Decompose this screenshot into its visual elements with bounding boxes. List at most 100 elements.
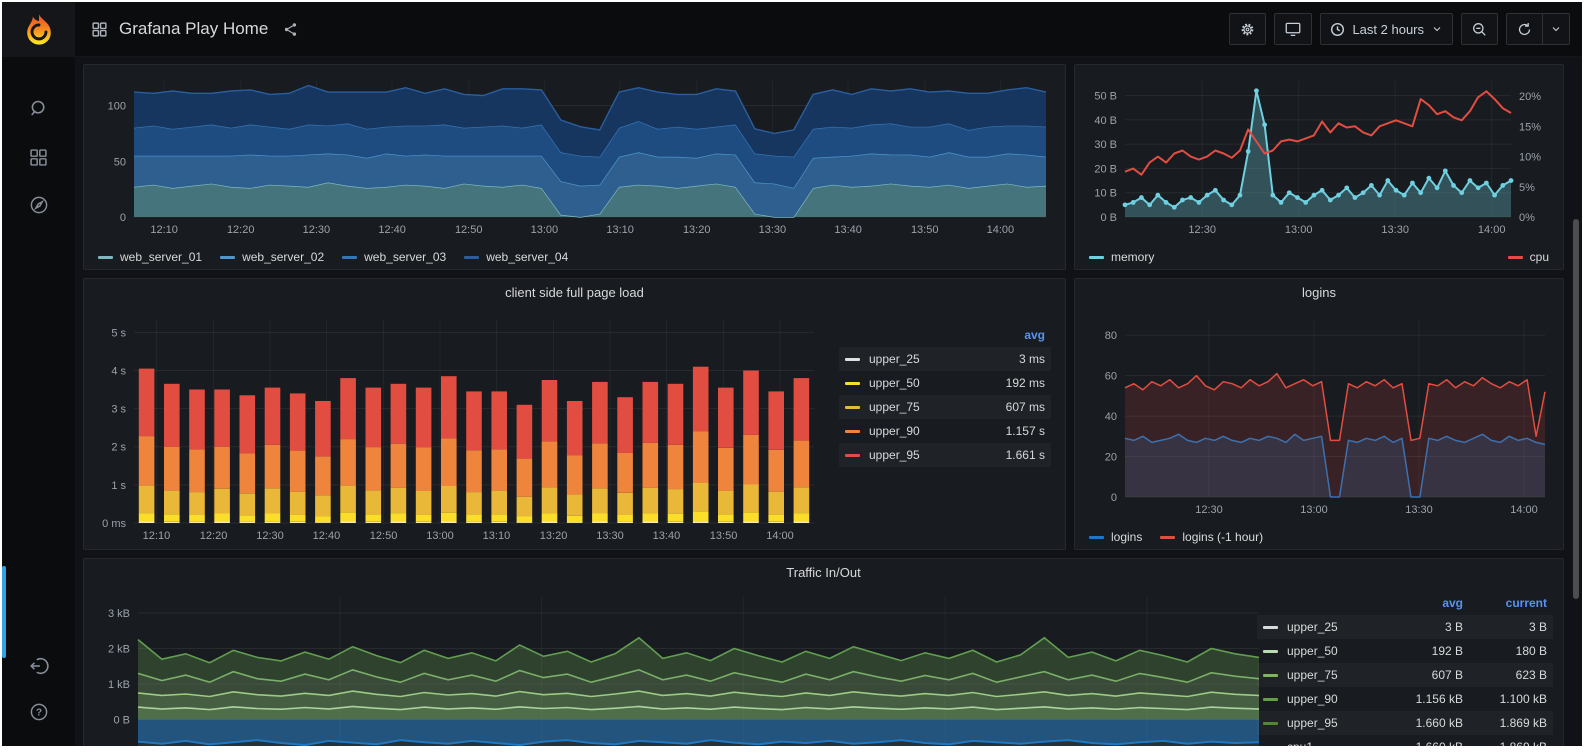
legend-color-mark xyxy=(342,255,358,259)
svg-text:13:30: 13:30 xyxy=(1405,504,1433,516)
series-label[interactable]: upper_90 xyxy=(1287,692,1338,706)
series-value: 192 B xyxy=(1431,644,1463,658)
svg-text:0: 0 xyxy=(1111,492,1117,504)
page-load-legend-table: avg upper_25 3 ms upper_50 192 ms upper_75 607… xyxy=(839,323,1051,467)
clock-icon xyxy=(1331,22,1345,36)
dashboard-title[interactable]: Grafana Play Home xyxy=(119,19,269,38)
legend-item[interactable]: web_server_02 xyxy=(220,250,324,264)
svg-text:13:00: 13:00 xyxy=(1300,504,1328,516)
svg-text:10%: 10% xyxy=(1519,152,1541,164)
panel-logins: logins 12:30 13:00 13:30 14:00 0 20 40 60 80 log… xyxy=(1074,278,1564,550)
vertical-scrollbar[interactable] xyxy=(1573,219,1579,599)
legend-item[interactable]: web_server_03 xyxy=(342,250,446,264)
logins-chart[interactable]: 12:30 13:00 13:30 14:00 0 20 40 60 80 xyxy=(1079,309,1559,519)
refresh-interval-dropdown[interactable] xyxy=(1542,13,1570,45)
panel-title[interactable]: Traffic In/Out xyxy=(786,565,861,580)
svg-text:50: 50 xyxy=(114,156,126,168)
explore-compass-icon[interactable] xyxy=(27,193,51,217)
traffic-legend-table: avg current upper_25 3 B 3 B upper_50 192 B 180… xyxy=(1257,591,1553,746)
legend-item[interactable]: web_server_04 xyxy=(464,250,568,264)
legend-table-row: upper_75 607 B 623 B xyxy=(1257,663,1553,687)
svg-text:14:00: 14:00 xyxy=(766,530,794,542)
memory-cpu-chart[interactable]: 12:30 13:00 13:30 14:00 0 B 10 B 20 B 30 B 40 B 5… xyxy=(1079,71,1559,239)
panel-title[interactable]: client side full page load xyxy=(505,285,644,300)
svg-text:12:10: 12:10 xyxy=(150,224,178,236)
svg-text:12:30: 12:30 xyxy=(303,224,331,236)
refresh-button[interactable] xyxy=(1506,13,1542,45)
legend-color-mark xyxy=(220,255,236,259)
zoom-out-button[interactable] xyxy=(1461,13,1498,45)
legend-color-mark xyxy=(845,405,860,409)
series-label[interactable]: upper_25 xyxy=(1287,620,1338,634)
svg-text:20: 20 xyxy=(1105,452,1117,464)
legend-item[interactable]: cpu xyxy=(1507,250,1549,264)
legend-table-header: avg current xyxy=(1257,591,1553,615)
legend-table-row: upper_50 192 B 180 B xyxy=(1257,639,1553,663)
series-label[interactable]: cpu1 xyxy=(1287,740,1379,746)
legend-sort-current[interactable]: current xyxy=(1505,596,1547,610)
series-value: 1.869 kB xyxy=(1499,716,1547,730)
page-load-chart[interactable]: 12:10 12:20 12:30 12:40 12:50 13:00 13:10 13:20… xyxy=(88,309,828,545)
panel-title[interactable]: logins xyxy=(1302,285,1336,300)
legend-sort-avg[interactable]: avg xyxy=(1442,596,1463,610)
svg-text:13:30: 13:30 xyxy=(596,530,624,542)
series-label[interactable]: upper_25 xyxy=(869,352,920,366)
svg-text:12:50: 12:50 xyxy=(370,530,398,542)
svg-text:13:00: 13:00 xyxy=(1285,224,1313,236)
traffic-chart[interactable]: 3 kB2 kB1 kB0 B-1 kB-2 kB xyxy=(88,587,1273,746)
series-label[interactable]: upper_50 xyxy=(1287,644,1338,658)
legend-item[interactable]: logins (-1 hour) xyxy=(1160,530,1263,544)
svg-text:?: ? xyxy=(35,708,41,719)
svg-text:0 B: 0 B xyxy=(1100,212,1117,224)
legend-table-row: cpu11.660 kB1.869 kB xyxy=(1257,735,1553,746)
series-label[interactable]: upper_95 xyxy=(869,448,920,462)
time-range-picker[interactable]: Last 2 hours xyxy=(1320,13,1453,45)
tv-mode-button[interactable] xyxy=(1274,13,1313,45)
svg-text:3 s: 3 s xyxy=(111,404,126,416)
svg-text:12:30: 12:30 xyxy=(1195,504,1223,516)
series-label[interactable]: upper_75 xyxy=(1287,668,1338,682)
time-range-label: Last 2 hours xyxy=(1352,21,1424,37)
share-icon[interactable] xyxy=(278,17,302,41)
svg-text:13:50: 13:50 xyxy=(911,224,939,236)
svg-text:14:00: 14:00 xyxy=(1510,504,1538,516)
series-label[interactable]: upper_75 xyxy=(869,400,920,414)
dashboard-grid-icon[interactable] xyxy=(87,17,111,41)
series-value: 1.157 s xyxy=(1005,424,1045,438)
dashboard-settings-button[interactable] xyxy=(1229,13,1267,45)
sign-in-icon[interactable] xyxy=(27,654,51,678)
svg-text:0 ms: 0 ms xyxy=(102,518,126,530)
dashboards-icon[interactable] xyxy=(27,145,51,169)
svg-text:80: 80 xyxy=(1105,330,1117,342)
chevron-down-icon xyxy=(1433,27,1441,32)
legend-sort-avg[interactable]: avg xyxy=(1024,328,1045,342)
legend-color-mark xyxy=(1263,625,1278,629)
legend-table-row: upper_75 607 ms xyxy=(839,395,1051,419)
web-servers-chart[interactable]: 12:10 12:20 12:30 12:40 12:50 13:00 13:10 13:20… xyxy=(88,71,1060,239)
legend-item[interactable]: memory xyxy=(1089,250,1154,264)
series-label[interactable]: upper_90 xyxy=(869,424,920,438)
panel-traffic: Traffic In/Out 3 kB2 kB1 kB0 B-1 kB-2 kB… xyxy=(83,558,1564,746)
legend-item[interactable]: web_server_01 xyxy=(98,250,202,264)
grafana-logo[interactable] xyxy=(2,2,75,57)
series-value: 3 B xyxy=(1528,620,1547,634)
search-icon[interactable] xyxy=(27,97,51,121)
svg-text:0: 0 xyxy=(120,212,126,224)
series-value: 1.869 kB xyxy=(1463,740,1547,746)
series-label[interactable]: upper_95 xyxy=(1287,716,1338,730)
svg-text:12:40: 12:40 xyxy=(378,224,406,236)
legend-item[interactable]: logins xyxy=(1089,530,1142,544)
svg-text:14:00: 14:00 xyxy=(987,224,1015,236)
series-value: 180 B xyxy=(1515,644,1547,658)
legend-color-mark xyxy=(98,255,113,259)
svg-text:13:10: 13:10 xyxy=(483,530,511,542)
help-icon[interactable]: ? xyxy=(27,700,51,724)
dashboard-header: Grafana Play Home Last 2 hours xyxy=(75,2,1582,57)
legend-color-mark xyxy=(464,255,480,259)
logins-legend: logins logins (-1 hour) xyxy=(1089,530,1263,544)
legend-table-row: upper_25 3 B 3 B xyxy=(1257,615,1553,639)
series-label[interactable]: upper_50 xyxy=(869,376,920,390)
legend-color-mark xyxy=(1263,673,1278,677)
sidebar: ? xyxy=(2,2,75,746)
web-servers-legend: web_server_01 web_server_02 web_server_03 w… xyxy=(98,250,568,264)
